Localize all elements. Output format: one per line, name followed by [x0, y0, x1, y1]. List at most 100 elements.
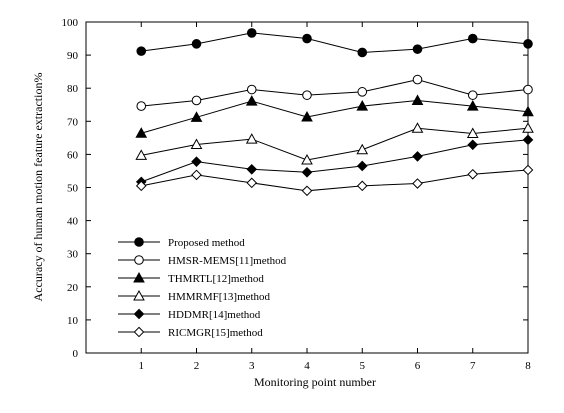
- legend-item-2: HMSR-MEMS[11]method: [118, 255, 287, 267]
- legend-marker: [133, 308, 145, 320]
- series-line: [141, 99, 529, 134]
- data-point: [522, 122, 534, 133]
- data-point: [246, 28, 257, 38]
- data-point: [411, 94, 424, 105]
- legend: Proposed method HMSR-MEMS[11]method THMRTL…: [118, 237, 287, 339]
- legend-label: HMMRMF[13]method: [168, 291, 271, 303]
- data-point: [466, 127, 479, 139]
- data-point: [467, 139, 479, 151]
- legend-marker: [133, 326, 145, 338]
- data-point: [246, 177, 258, 189]
- data-point: [522, 164, 534, 176]
- y-tick-label: 50: [67, 183, 79, 195]
- legend-marker: [134, 255, 144, 265]
- data-point: [411, 122, 424, 133]
- data-point: [467, 33, 478, 44]
- data-point: [135, 180, 147, 192]
- data-point: [301, 153, 313, 165]
- data-point: [357, 87, 368, 97]
- y-tick-label: 40: [67, 216, 79, 228]
- data-point: [191, 95, 202, 106]
- series-layer: [135, 28, 534, 197]
- axes: 0 10 20 30 40 50 60 70 80 90 100 1 2 3 4 5 6 7 8: [62, 17, 532, 372]
- x-tick-label: 7: [470, 360, 476, 372]
- data-point: [522, 134, 534, 146]
- legend-item-3: THMRTL[12]method: [118, 271, 264, 285]
- series-4: [135, 122, 534, 165]
- legend-item-5: HDDMR[14]method: [118, 308, 261, 321]
- data-point: [412, 44, 423, 54]
- legend-marker: [134, 237, 144, 247]
- legend-label: HDDMR[14]method: [168, 309, 261, 321]
- x-tick-label: 5: [360, 360, 366, 372]
- y-tick-label: 60: [67, 149, 79, 161]
- data-point: [302, 90, 312, 100]
- series-line: [141, 169, 529, 192]
- series-line: [141, 32, 529, 53]
- data-point: [356, 160, 368, 172]
- legend-marker: [133, 289, 145, 301]
- data-point: [356, 180, 368, 192]
- data-point: [191, 156, 202, 167]
- legend-label: Proposed method: [168, 237, 245, 249]
- data-point: [190, 111, 203, 122]
- data-point: [246, 163, 258, 175]
- y-tick-label: 90: [67, 50, 79, 62]
- legend-item-4: HMMRMF[13]method: [118, 289, 271, 303]
- data-point: [523, 84, 533, 95]
- data-point: [245, 95, 258, 106]
- legend-label: THMRTL[12]method: [168, 273, 264, 285]
- series-line: [141, 127, 529, 161]
- x-tick-label: 1: [139, 360, 145, 372]
- data-point: [356, 143, 369, 155]
- x-tick-label: 3: [249, 360, 255, 372]
- data-point: [245, 133, 258, 144]
- data-point: [135, 149, 148, 160]
- series-2: [136, 74, 533, 111]
- data-point: [136, 46, 147, 56]
- x-tick-label: 4: [304, 360, 310, 372]
- y-tick-label: 0: [73, 348, 79, 360]
- data-point: [301, 166, 313, 178]
- legend-marker: [133, 271, 145, 283]
- data-point: [136, 101, 147, 111]
- x-tick-label: 8: [525, 360, 531, 372]
- data-point: [190, 138, 203, 149]
- data-point: [412, 151, 423, 162]
- y-tick-label: 100: [62, 17, 79, 29]
- series-6: [135, 164, 534, 197]
- data-point: [522, 105, 534, 117]
- y-tick-label: 10: [67, 315, 79, 327]
- y-tick-label: 80: [67, 83, 79, 95]
- data-point: [191, 39, 202, 49]
- data-point: [301, 110, 313, 122]
- y-tick-label: 30: [67, 249, 79, 261]
- y-tick-label: 70: [67, 116, 79, 128]
- series-line: [141, 79, 529, 107]
- y-tick-label: 20: [67, 282, 79, 294]
- x-tick-label: 6: [415, 360, 421, 372]
- data-point: [301, 185, 313, 197]
- data-point: [135, 127, 148, 138]
- legend-label: HMSR-MEMS[11]method: [168, 255, 287, 267]
- x-axis-title: Monitoring point number: [254, 375, 376, 389]
- series-3: [135, 94, 534, 138]
- legend-item-1: Proposed method: [118, 237, 245, 249]
- data-point: [356, 100, 369, 111]
- data-point: [302, 33, 312, 44]
- data-point: [246, 84, 257, 95]
- data-point: [523, 39, 533, 49]
- series-1: [136, 28, 533, 58]
- data-point: [357, 47, 368, 58]
- y-axis-title: Accuracy of human motion feature extract…: [31, 73, 45, 302]
- series-line: [141, 139, 529, 183]
- data-point: [412, 178, 423, 189]
- legend-item-6: RICMGR[15]method: [118, 326, 263, 339]
- legend-label: RICMGR[15]method: [168, 327, 263, 339]
- x-tick-label: 2: [194, 360, 200, 372]
- data-point: [467, 90, 478, 100]
- data-point: [191, 169, 202, 181]
- data-point: [466, 100, 479, 111]
